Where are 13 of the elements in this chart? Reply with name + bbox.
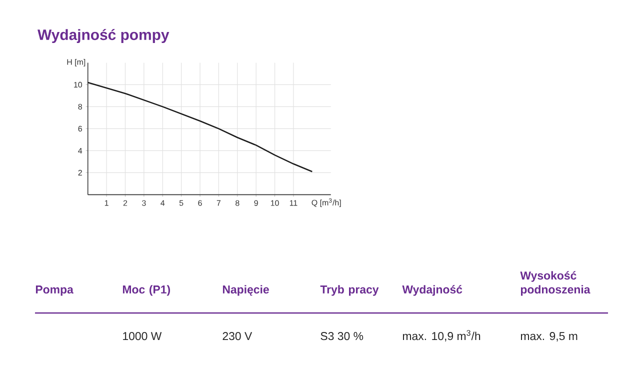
text: 1000 W (123, 332, 162, 340)
text: max. 9,5 m (520, 332, 578, 342)
category-label: Napięcie (222, 285, 269, 296)
category-label: Tryb pracy (320, 285, 379, 296)
text: 230 V (222, 332, 252, 340)
category-label: Pompa (36, 286, 74, 296)
text: S3 30 % (320, 332, 364, 340)
category-label: Wysokość podnoszenia (520, 271, 590, 296)
category-label: Moc (P1) (122, 285, 170, 296)
line-series (87, 82, 313, 172)
chart-title: Wydajność pompy (38, 28, 170, 44)
category-label: Wydajność (402, 285, 462, 296)
text: max. 10,9 m$^{3}$/h (402, 330, 480, 342)
